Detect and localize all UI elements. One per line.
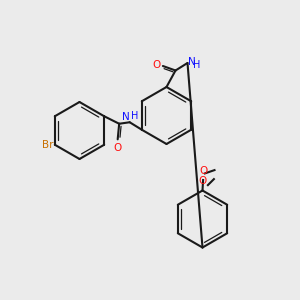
- Text: N: N: [188, 57, 196, 68]
- Text: O: O: [199, 166, 207, 176]
- Text: H: H: [193, 60, 200, 70]
- Text: O: O: [113, 143, 121, 153]
- Text: N: N: [122, 112, 130, 122]
- Text: Br: Br: [42, 140, 53, 150]
- Text: H: H: [131, 111, 139, 121]
- Text: O: O: [152, 59, 160, 70]
- Text: O: O: [198, 176, 207, 186]
